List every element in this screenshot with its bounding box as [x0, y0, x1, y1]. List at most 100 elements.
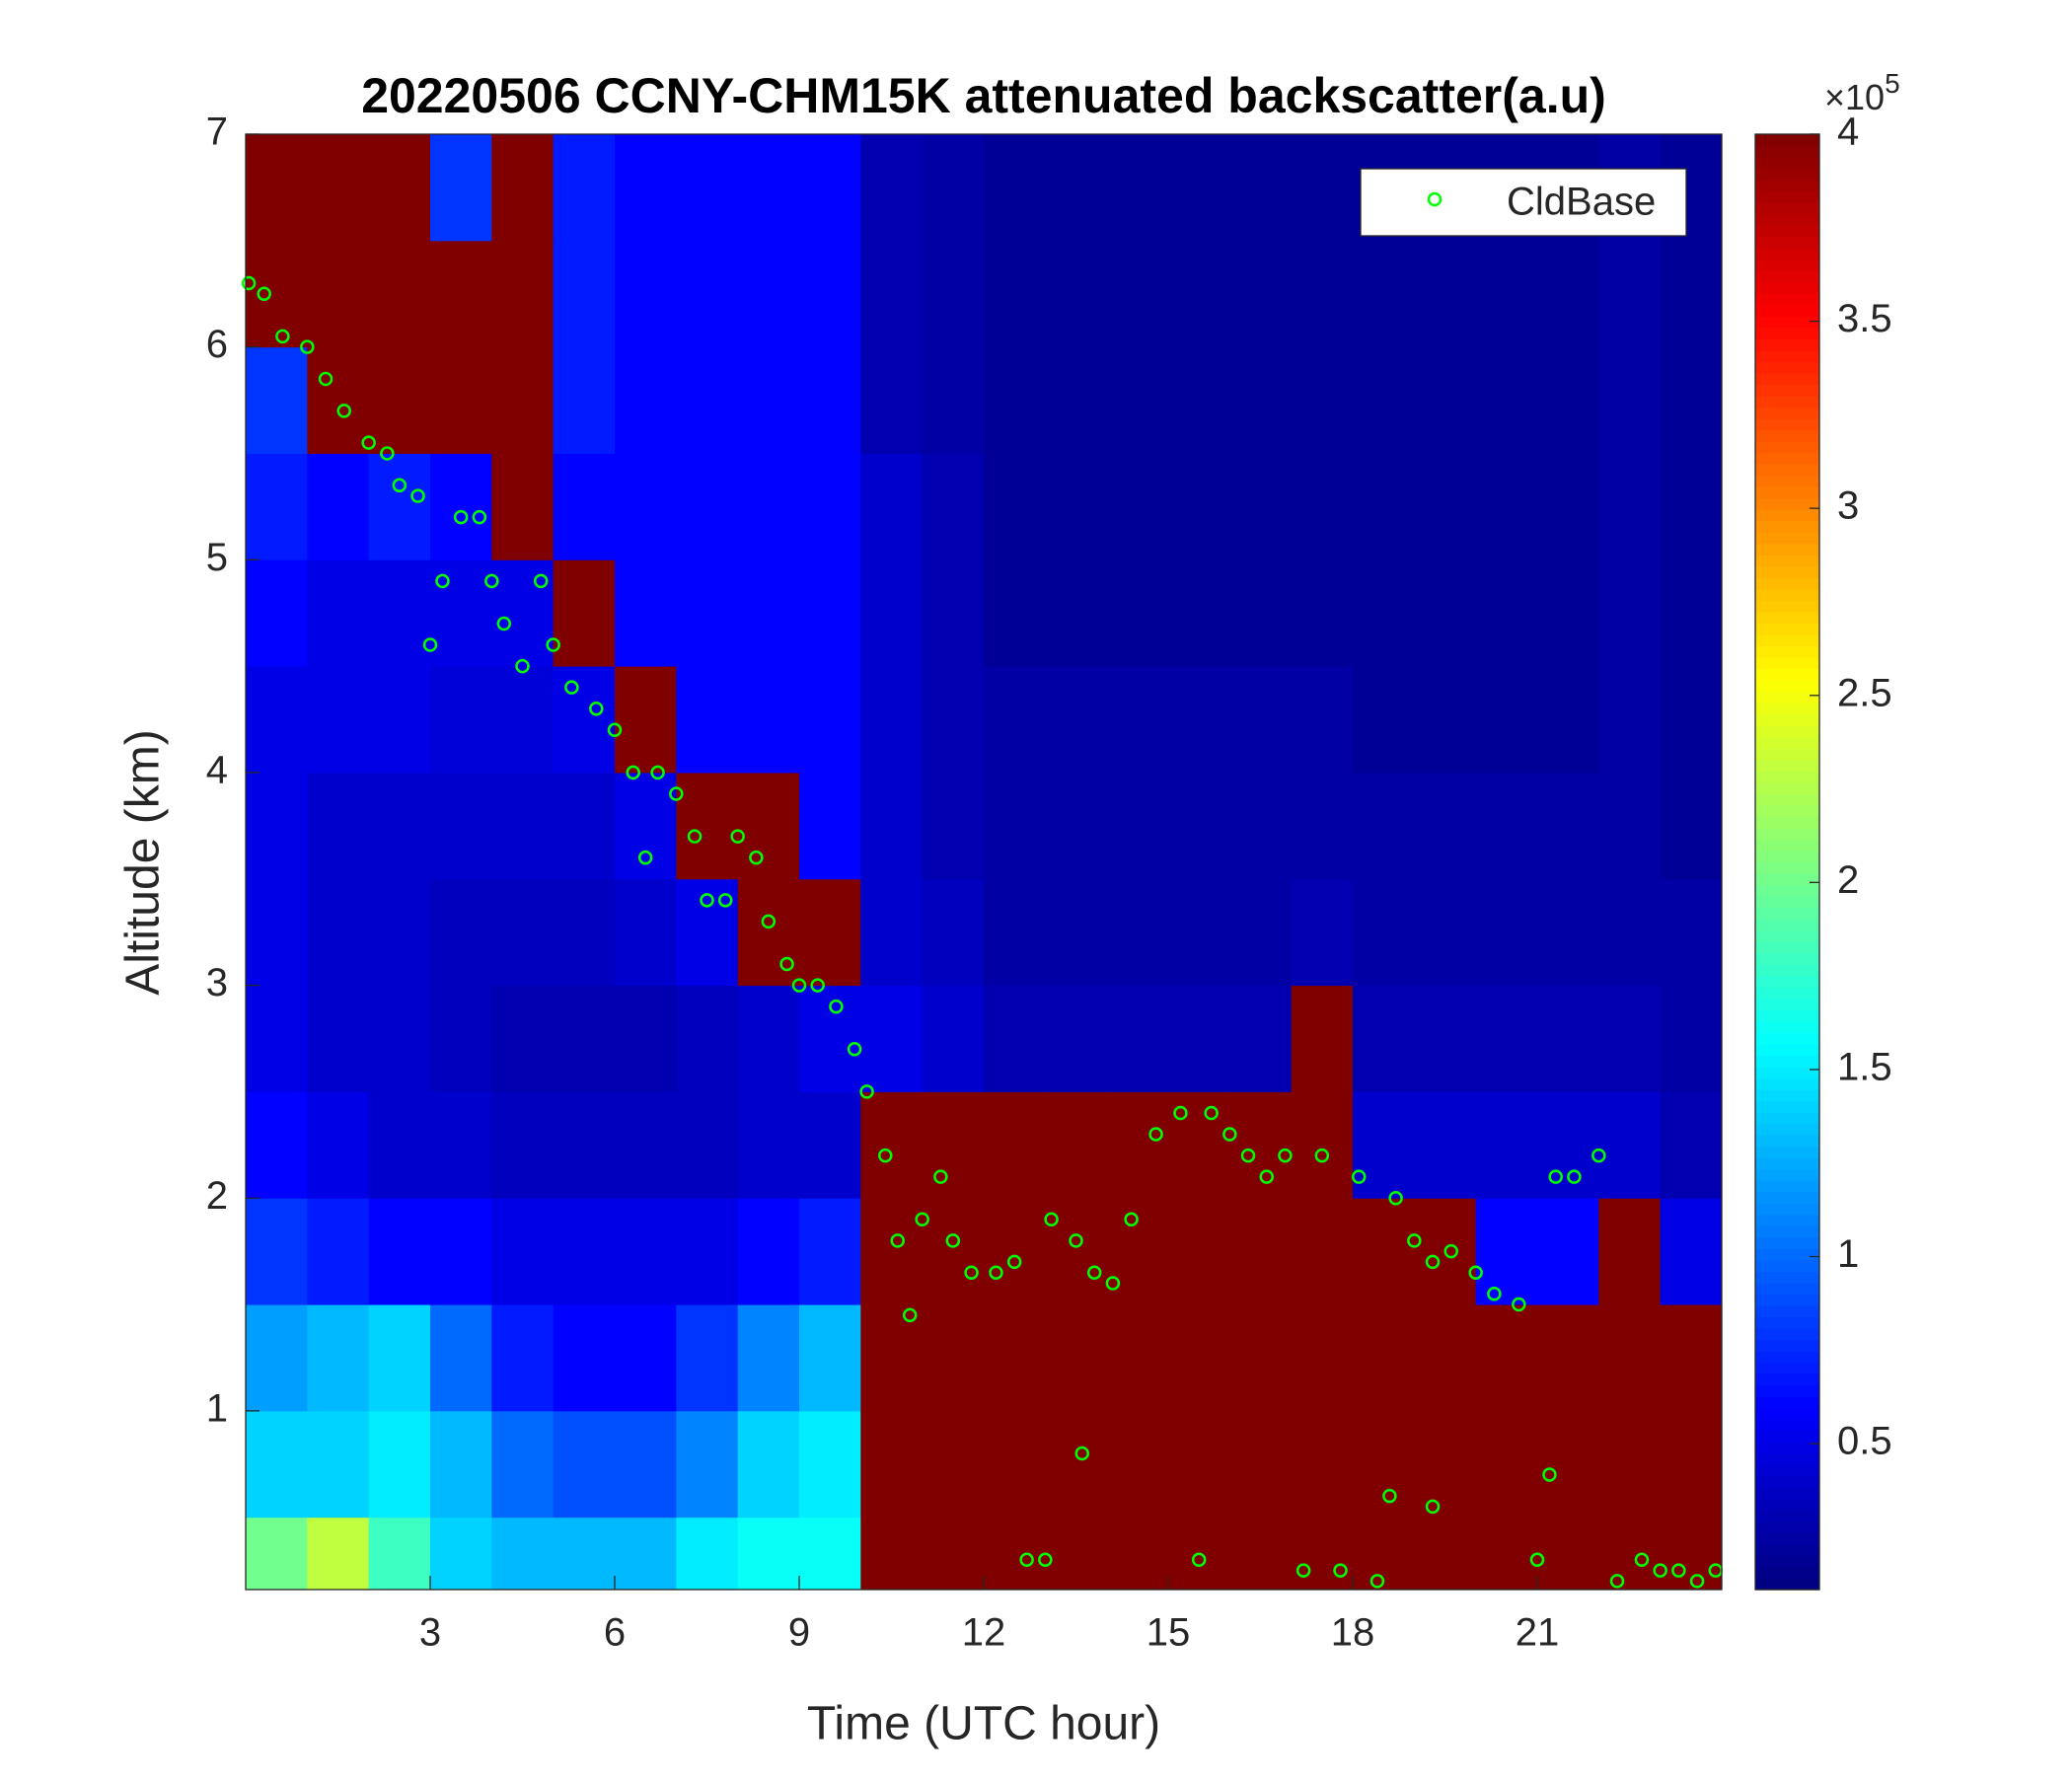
- scatter-point: [878, 1148, 893, 1163]
- heatmap-cell: [737, 1517, 800, 1591]
- heatmap-cell: [984, 240, 1046, 348]
- colorbar-swatch: [1755, 384, 1819, 397]
- heatmap-cell: [491, 772, 555, 880]
- heatmap-cell: [1598, 985, 1662, 1092]
- heatmap-cell: [615, 1091, 677, 1199]
- colorbar-swatch: [1755, 1578, 1819, 1591]
- heatmap-cell: [1106, 559, 1169, 667]
- colorbar-swatch: [1755, 771, 1819, 783]
- heatmap-cell: [1537, 1198, 1599, 1305]
- heatmap-cell: [799, 1091, 861, 1199]
- colorbar-swatch: [1755, 1487, 1819, 1500]
- legend-box: [1360, 168, 1687, 237]
- heatmap-cell: [799, 134, 861, 242]
- heatmap-cell: [676, 1517, 739, 1591]
- colorbar-swatch: [1755, 497, 1819, 510]
- heatmap-cell: [1229, 878, 1293, 987]
- colorbar-tick-label: 1.5: [1837, 1046, 1892, 1089]
- heatmap-cell: [553, 1410, 616, 1519]
- heatmap-cell: [737, 1304, 800, 1412]
- heatmap-cell: [1229, 1410, 1293, 1519]
- scatter-point: [1278, 1148, 1293, 1163]
- heatmap-cell: [553, 1198, 616, 1305]
- heatmap-cell: [1353, 878, 1415, 987]
- scatter-point: [589, 701, 604, 716]
- heatmap-cell: [246, 1517, 308, 1591]
- heatmap-cell: [737, 1410, 800, 1519]
- heatmap-cell: [307, 559, 370, 667]
- heatmap-cell: [430, 1517, 492, 1591]
- heatmap-cell: [1537, 985, 1599, 1092]
- heatmap-cell: [1537, 240, 1599, 348]
- x-tick-label: 18: [1331, 1611, 1375, 1655]
- heatmap-cell: [1537, 453, 1599, 560]
- scatter-point: [1548, 1169, 1563, 1184]
- heatmap-cell: [1660, 1304, 1723, 1412]
- heatmap-cell: [1353, 985, 1415, 1092]
- heatmap-cell: [491, 1304, 555, 1412]
- heatmap-cell: [1106, 453, 1169, 560]
- heatmap-cell: [1291, 559, 1354, 667]
- heatmap-cell: [984, 559, 1046, 667]
- scatter-point: [1634, 1552, 1650, 1568]
- scatter-point: [410, 488, 425, 503]
- heatmap-cell: [984, 666, 1046, 774]
- heatmap-cell: [984, 878, 1046, 987]
- colorbar-swatch: [1755, 929, 1819, 942]
- scatter-point: [1468, 1265, 1483, 1280]
- scatter-point: [515, 658, 530, 674]
- heatmap-cell: [1537, 1304, 1599, 1412]
- colorbar-swatch: [1755, 1146, 1819, 1158]
- heatmap-cell: [553, 453, 616, 560]
- heatmap-cell: [1045, 1304, 1108, 1412]
- heatmap-cell: [615, 453, 677, 560]
- heatmap-cell: [1045, 772, 1108, 880]
- colorbar-swatch: [1755, 1521, 1819, 1533]
- scatter-point: [1671, 1563, 1686, 1578]
- heatmap-cell: [860, 1091, 924, 1199]
- heatmap-cell: [553, 878, 616, 987]
- heatmap-cell: [1291, 666, 1354, 774]
- colorbar-tick-label: 3: [1837, 484, 1859, 528]
- legend-marker: [1427, 191, 1443, 207]
- colorbar-swatch: [1755, 316, 1819, 329]
- colorbar-swatch: [1755, 1259, 1819, 1272]
- heatmap-cell: [491, 1410, 555, 1519]
- colorbar-swatch: [1755, 1498, 1819, 1511]
- scatter-point: [847, 1042, 862, 1057]
- heatmap-cell: [737, 559, 800, 667]
- heatmap-cell: [860, 453, 924, 560]
- y-tick-label: 3: [206, 961, 228, 1004]
- legend-label: CldBase: [1507, 181, 1656, 224]
- colorbar-swatch: [1755, 1373, 1819, 1386]
- colorbar-swatch: [1755, 338, 1819, 351]
- heatmap-cell: [676, 772, 739, 880]
- scatter-point: [1148, 1127, 1163, 1142]
- colorbar-swatch: [1755, 520, 1819, 533]
- colorbar-swatch: [1755, 1282, 1819, 1295]
- colorbar-swatch: [1755, 1157, 1819, 1170]
- colorbar-swatch: [1755, 600, 1819, 613]
- scatter-point: [241, 275, 257, 291]
- heatmap-cell: [246, 346, 308, 454]
- heatmap-cell: [984, 1517, 1046, 1591]
- heatmap-cell: [368, 666, 431, 774]
- heatmap-cell: [491, 985, 555, 1092]
- colorbar-swatch: [1755, 804, 1819, 818]
- heatmap-cell: [430, 666, 492, 774]
- colorbar-swatch: [1755, 1543, 1819, 1557]
- colorbar-swatch: [1755, 1407, 1819, 1420]
- scatter-point: [626, 765, 640, 780]
- heatmap-cell: [1537, 1410, 1599, 1519]
- colorbar-swatch: [1755, 486, 1819, 499]
- heatmap-cell: [307, 346, 370, 454]
- colorbar-swatch: [1755, 896, 1819, 909]
- heatmap-cell: [1660, 240, 1723, 348]
- legend: CldBase: [1360, 168, 1687, 237]
- colorbar-swatch: [1755, 327, 1819, 340]
- scatter-point: [902, 1307, 918, 1323]
- colorbar-swatch: [1755, 1362, 1819, 1374]
- colorbar-swatch: [1755, 1475, 1819, 1488]
- heatmap-cell: [491, 1517, 555, 1591]
- heatmap-cell: [1291, 1198, 1354, 1305]
